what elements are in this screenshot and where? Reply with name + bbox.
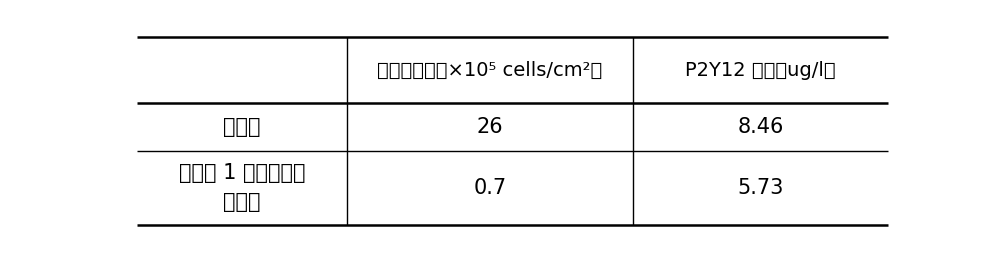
Text: 0.7: 0.7 [473,178,507,198]
Text: P2Y12 水平（ug/l）: P2Y12 水平（ug/l） [685,61,836,80]
Text: 改性膜: 改性膜 [223,192,261,212]
Text: 5.73: 5.73 [737,178,784,198]
Text: 聚眹膜: 聚眹膜 [223,117,261,137]
Text: 血小板计数（×10⁵ cells/cm²）: 血小板计数（×10⁵ cells/cm²） [377,61,603,80]
Text: 26: 26 [477,117,503,137]
Text: 8.46: 8.46 [737,117,784,137]
Text: 实施例 1 的血液净化: 实施例 1 的血液净化 [179,163,305,183]
